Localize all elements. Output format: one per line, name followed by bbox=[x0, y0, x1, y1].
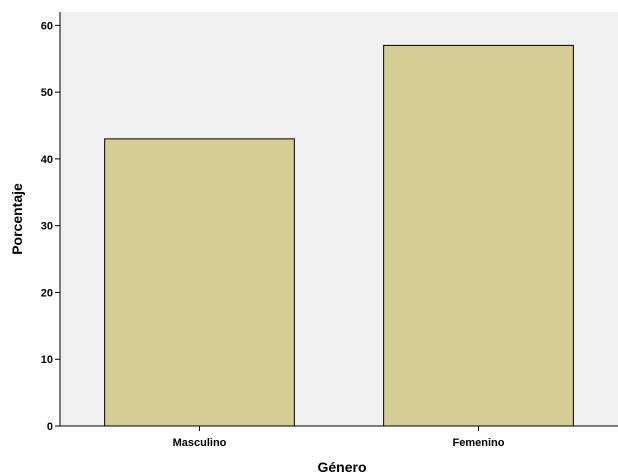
x-tick-label: Masculino bbox=[173, 437, 227, 449]
x-ticks-group: Masculino Femenino bbox=[173, 426, 505, 449]
y-tick-label: 30 bbox=[41, 221, 53, 233]
y-tick-label: 40 bbox=[41, 154, 53, 166]
bar-femenino bbox=[383, 44, 574, 427]
y-tick-label: 20 bbox=[41, 287, 53, 299]
bars-group bbox=[104, 44, 574, 427]
y-tick-label: 60 bbox=[41, 20, 53, 32]
bar-masculino bbox=[104, 138, 295, 427]
y-ticks-group: 0 10 20 30 40 50 60 bbox=[41, 20, 60, 433]
y-axis-title: Porcentaje bbox=[9, 183, 25, 255]
y-tick-label: 0 bbox=[47, 421, 53, 433]
x-axis-title: Género bbox=[317, 459, 366, 475]
y-tick-label: 50 bbox=[41, 87, 53, 99]
y-tick-label: 10 bbox=[41, 354, 53, 366]
x-tick-label: Femenino bbox=[453, 437, 505, 449]
